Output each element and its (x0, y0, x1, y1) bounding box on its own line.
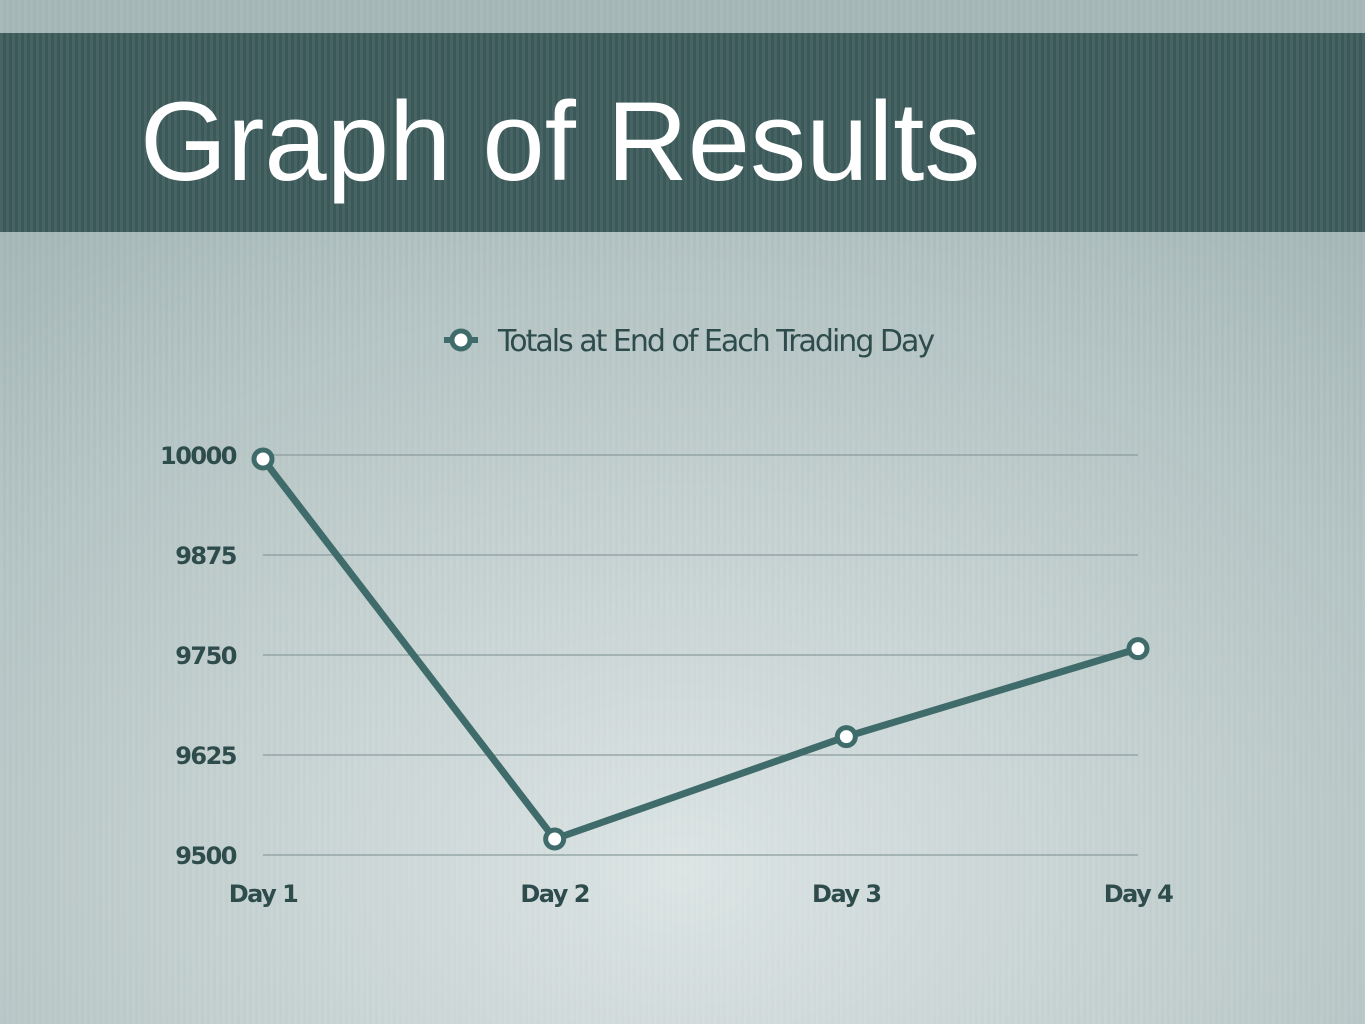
point-marker (1126, 637, 1150, 661)
y-tick-label: 9875 (175, 542, 237, 570)
point-marker (251, 447, 275, 471)
y-tick-label: 10000 (160, 442, 237, 470)
x-tick-label: Day 3 (812, 880, 881, 908)
series-line (260, 456, 1140, 843)
x-tick-label: Day 4 (1104, 880, 1173, 908)
banner-texture (0, 33, 1365, 232)
legend-marker (449, 328, 473, 352)
y-tick-label: 9500 (175, 842, 237, 870)
legend-label: Totals at End of Each Trading Day (497, 324, 934, 359)
x-tick-label: Day 1 (229, 880, 298, 908)
y-tick-label: 9750 (175, 642, 237, 670)
slide-title: Graph of Results (140, 79, 980, 204)
point-marker (834, 725, 858, 749)
y-tick-label: 9625 (175, 742, 237, 770)
point-marker (543, 827, 567, 851)
chart: 9500 9625 9750 9875 10000 Day 1 Day 2 Day 3 Day … (160, 324, 1175, 908)
x-tick-label: Day 2 (520, 880, 589, 908)
